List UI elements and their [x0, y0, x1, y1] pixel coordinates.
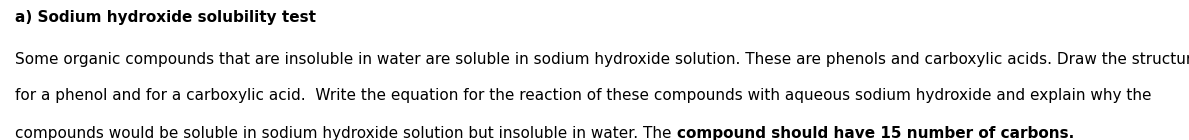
Text: compounds would be soluble in sodium hydroxide solution but insoluble in water. : compounds would be soluble in sodium hyd… — [15, 126, 677, 140]
Text: compound should have 15 number of carbons.: compound should have 15 number of carbon… — [677, 126, 1074, 140]
Text: for a phenol and for a carboxylic acid.  Write the equation for the reaction of : for a phenol and for a carboxylic acid. … — [15, 88, 1152, 103]
Text: a) Sodium hydroxide solubility test: a) Sodium hydroxide solubility test — [15, 10, 316, 25]
Text: Some organic compounds that are insoluble in water are soluble in sodium hydroxi: Some organic compounds that are insolubl… — [15, 52, 1189, 67]
